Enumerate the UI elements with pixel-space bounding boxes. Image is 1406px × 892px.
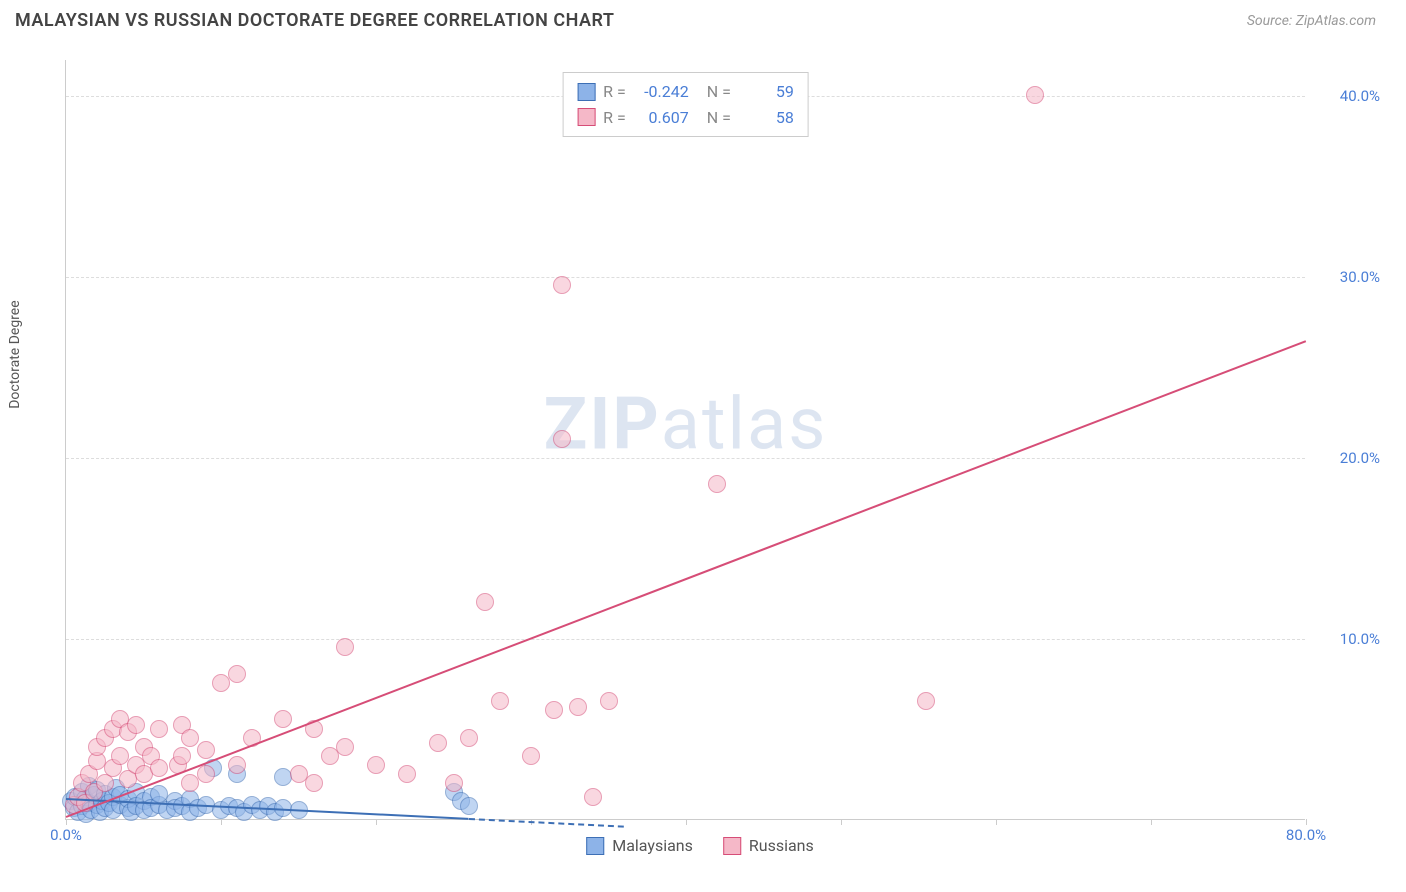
data-point (460, 729, 478, 747)
data-point (228, 665, 246, 683)
x-tick-mark (996, 819, 997, 825)
data-point (127, 716, 145, 734)
source-label: Source: ZipAtlas.com (1247, 13, 1376, 29)
legend-row: R = -0.242 N = 59 (577, 79, 794, 105)
data-point (476, 593, 494, 611)
x-tick-mark (1306, 819, 1307, 825)
data-point (150, 759, 168, 777)
data-point (398, 765, 416, 783)
chart-container: Doctorate Degree ZIPatlas R =-0.242N =59… (20, 50, 1380, 860)
legend-n-label: N = (707, 105, 731, 131)
legend-swatch (577, 83, 595, 101)
x-tick-label: 80.0% (1286, 826, 1326, 844)
data-point (150, 720, 168, 738)
x-tick-mark (841, 819, 842, 825)
legend-r-value: 0.607 (634, 105, 689, 131)
plot-area: ZIPatlas R =-0.242N =59R =0.607N =58 10.… (65, 60, 1305, 820)
legend-row: R = 0.607 N = 58 (577, 105, 794, 131)
x-tick-mark (66, 819, 67, 825)
y-tick-label: 10.0% (1315, 630, 1380, 648)
legend-r-value: -0.242 (634, 79, 689, 105)
correlation-legend: R = -0.242 N = 59 R = 0.607 N = 58 (562, 72, 809, 137)
data-point (445, 774, 463, 792)
y-tick-label: 30.0% (1315, 268, 1380, 286)
data-point (336, 638, 354, 656)
data-point (708, 475, 726, 493)
data-point (173, 747, 191, 765)
legend-label: Russians (749, 836, 814, 855)
data-point (228, 756, 246, 774)
data-point (600, 692, 618, 710)
trend-line (469, 818, 624, 828)
data-point (197, 741, 215, 759)
data-point (305, 774, 323, 792)
data-point (1026, 86, 1044, 104)
legend-swatch (577, 108, 595, 126)
gridline (66, 277, 1305, 278)
legend-n-value: 59 (739, 79, 794, 105)
data-point (367, 756, 385, 774)
data-point (553, 430, 571, 448)
data-point (917, 692, 935, 710)
x-tick-mark (686, 819, 687, 825)
data-point (336, 738, 354, 756)
y-tick-label: 20.0% (1315, 449, 1380, 467)
data-point (429, 734, 447, 752)
legend-swatch (723, 837, 741, 855)
watermark: ZIPatlas (544, 382, 828, 467)
trend-line (66, 341, 1307, 819)
x-tick-mark (221, 819, 222, 825)
data-point (197, 765, 215, 783)
legend-item: Malaysians (586, 836, 693, 855)
x-tick-mark (376, 819, 377, 825)
x-tick-mark (1151, 819, 1152, 825)
data-point (522, 747, 540, 765)
data-point (569, 698, 587, 716)
legend-n-label: N = (707, 79, 731, 105)
legend-r-label: R = (603, 79, 626, 105)
y-axis-label: Doctorate Degree (7, 300, 23, 408)
legend-label: Malaysians (612, 836, 693, 855)
series-legend: Malaysians Russians (586, 836, 814, 855)
y-tick-label: 40.0% (1315, 87, 1380, 105)
legend-n-value: 58 (739, 105, 794, 131)
data-point (584, 788, 602, 806)
legend-item: Russians (723, 836, 814, 855)
page-title: MALAYSIAN VS RUSSIAN DOCTORATE DEGREE CO… (15, 10, 614, 31)
legend-r-label: R = (603, 105, 626, 131)
data-point (274, 710, 292, 728)
data-point (460, 797, 478, 815)
gridline (66, 639, 1305, 640)
data-point (181, 729, 199, 747)
data-point (491, 692, 509, 710)
data-point (553, 276, 571, 294)
gridline (66, 458, 1305, 459)
x-tick-label: 0.0% (50, 826, 82, 844)
data-point (545, 701, 563, 719)
legend-swatch (586, 837, 604, 855)
